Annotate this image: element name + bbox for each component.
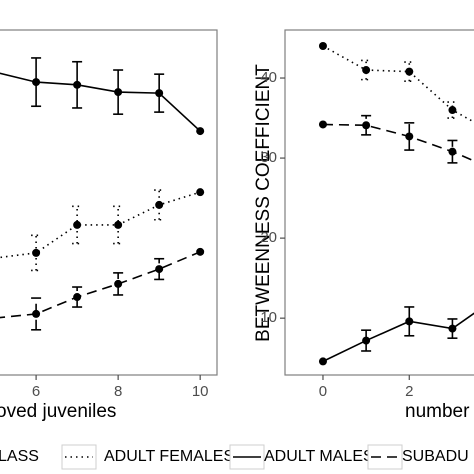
point [196, 127, 205, 136]
point [114, 220, 123, 229]
legend-key [61, 444, 97, 470]
legend-label: ADULT MALES [264, 448, 374, 465]
point [155, 200, 164, 209]
y-axis-label: BETWEENNESS COEFFICIENT [253, 64, 274, 342]
x-tick-label: 2 [405, 383, 413, 400]
point [73, 293, 82, 302]
x-tick-label: 0 [319, 383, 327, 400]
legend-label: ADULT FEMALES [104, 448, 234, 465]
y-tick-label: 20 [260, 229, 277, 246]
point [362, 336, 371, 345]
series-line [0, 251, 201, 319]
point [32, 248, 41, 257]
x-tick-label: 6 [32, 383, 40, 400]
point [318, 357, 327, 366]
point [32, 309, 41, 318]
point [155, 89, 164, 98]
point [448, 324, 457, 333]
series-line [0, 72, 201, 132]
point [405, 67, 414, 76]
plot-area [0, 57, 205, 331]
point [114, 279, 123, 288]
point [73, 80, 82, 89]
point [362, 121, 371, 130]
point [73, 220, 82, 229]
legend-title: LASS [0, 448, 39, 465]
point [405, 317, 414, 326]
panel-border [284, 29, 474, 376]
point [155, 265, 164, 274]
point [362, 66, 371, 75]
point [196, 188, 205, 197]
point [448, 147, 457, 156]
x-axis-label: oved juveniles [0, 401, 116, 422]
series-line [0, 191, 201, 259]
legend-label: SUBADU [402, 448, 469, 465]
plot-area [318, 42, 474, 366]
y-tick-label: 30 [260, 149, 277, 166]
point [448, 106, 457, 115]
x-tick-label: 8 [114, 383, 122, 400]
point [318, 42, 327, 51]
point [32, 78, 41, 87]
point [114, 88, 123, 97]
x-axis-label: number [405, 401, 470, 422]
point [318, 120, 327, 129]
point [405, 132, 414, 141]
point [196, 247, 205, 256]
y-tick-label: 40 [260, 69, 277, 86]
x-tick-label: 10 [192, 383, 209, 400]
y-tick-label: 10 [260, 309, 277, 326]
